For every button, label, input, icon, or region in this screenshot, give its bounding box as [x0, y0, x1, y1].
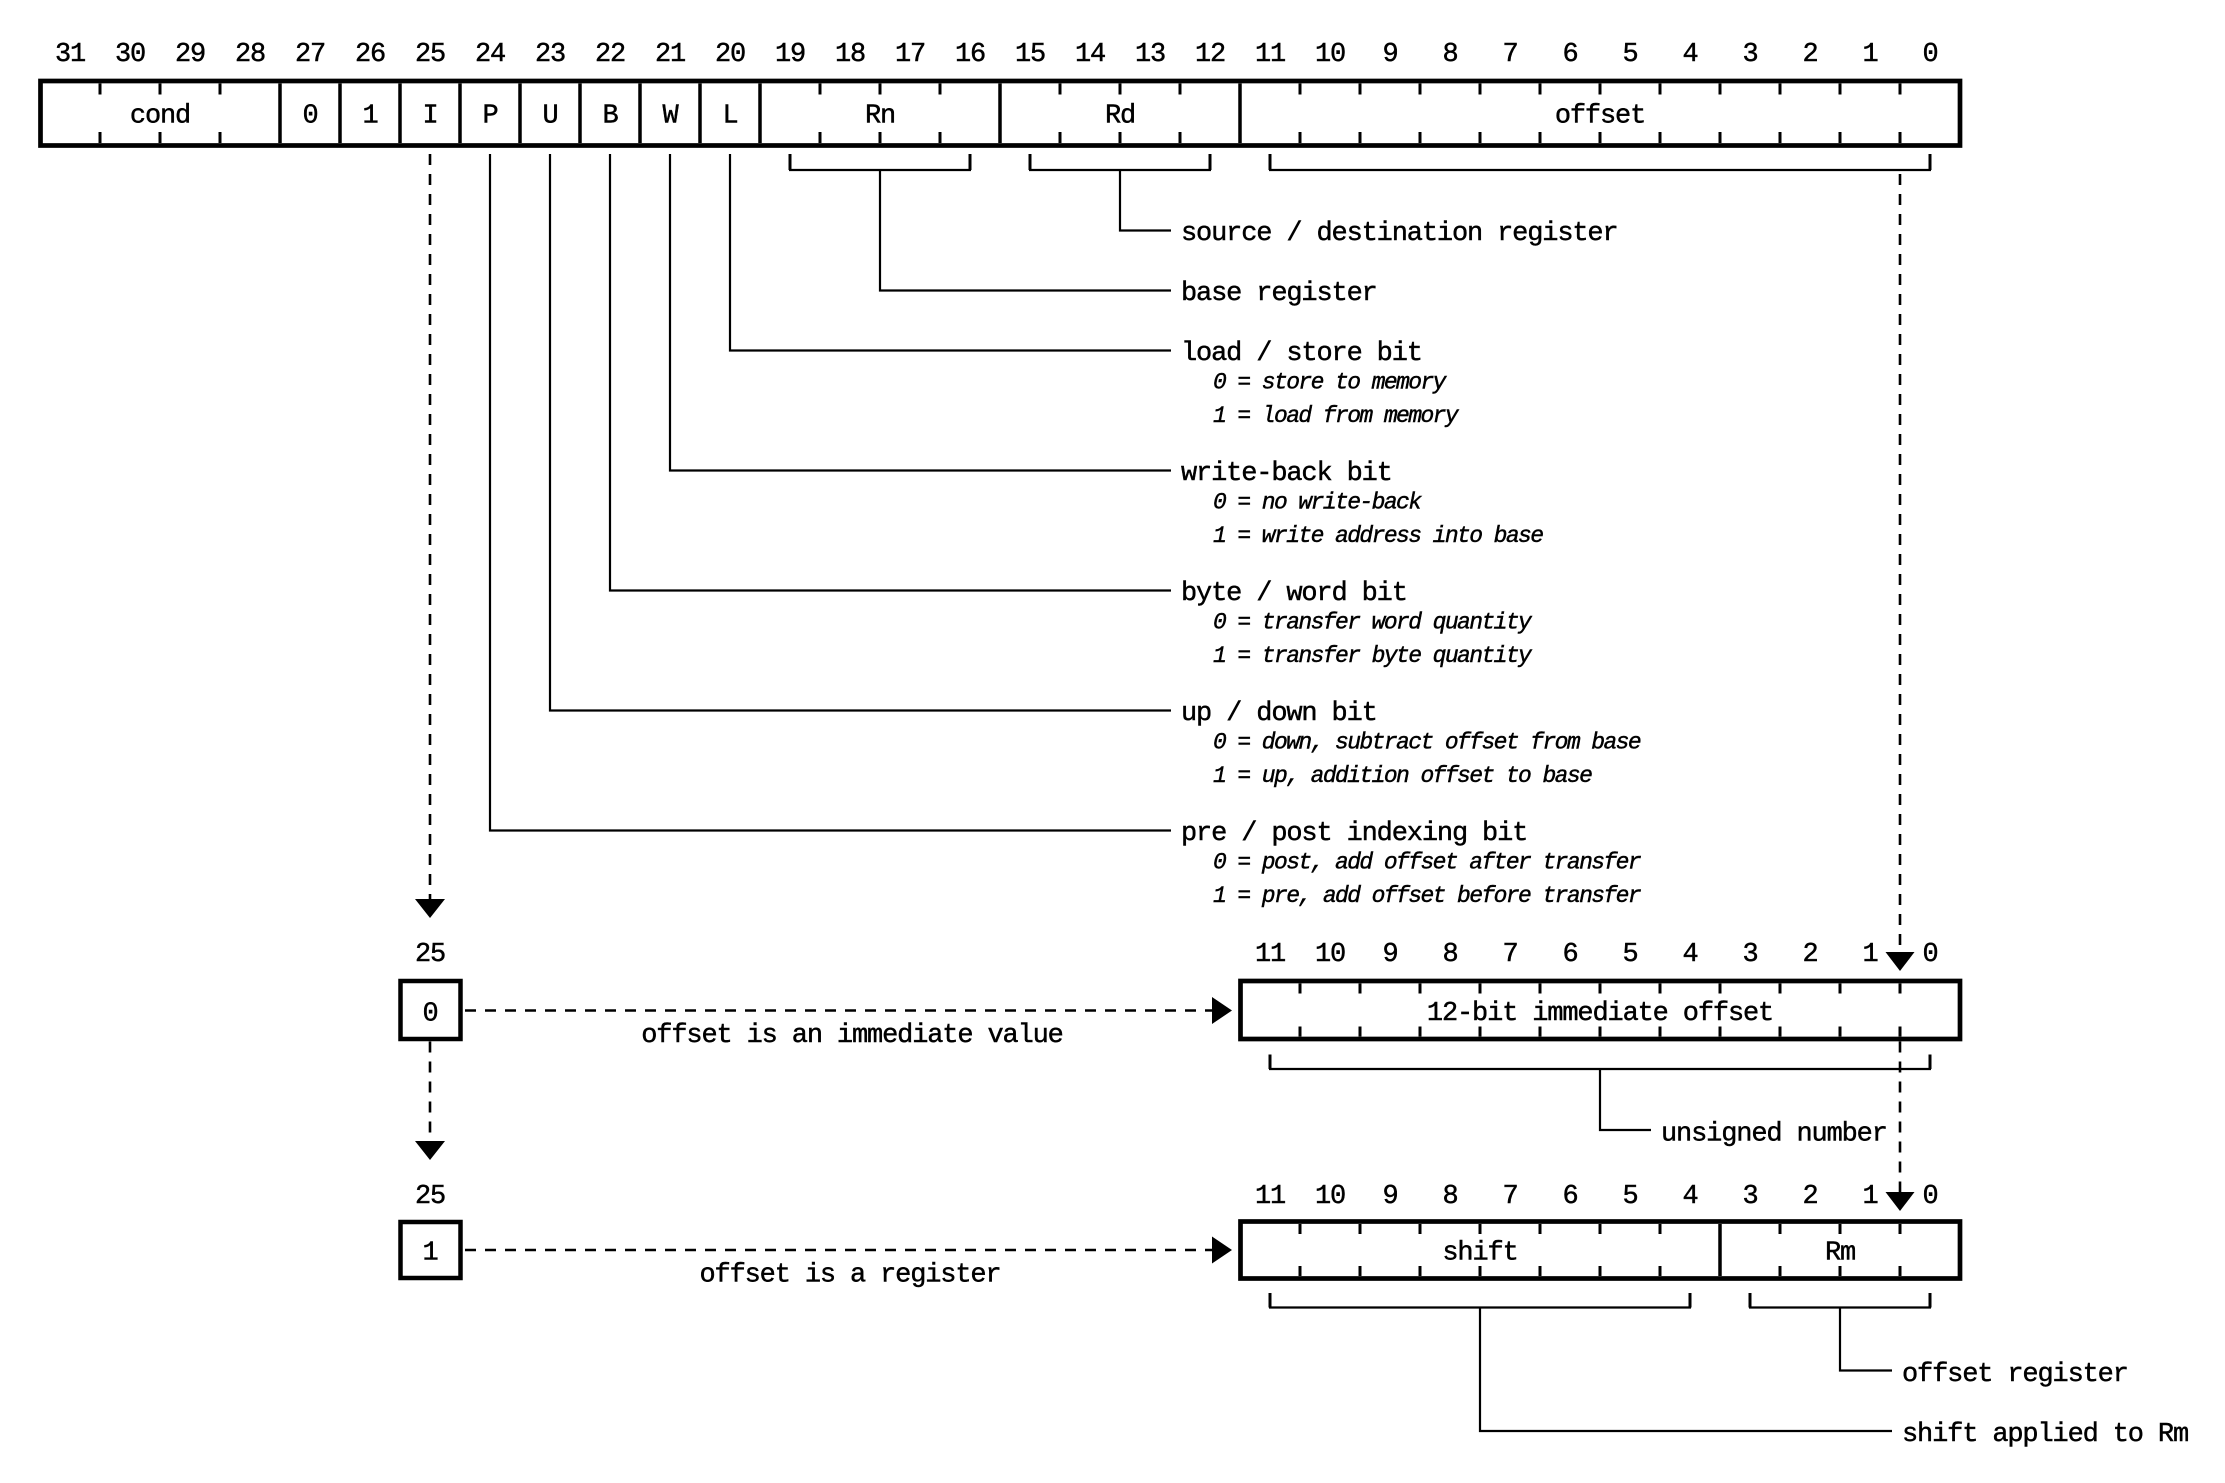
svg-text:1: 1: [1862, 940, 1877, 970]
svg-text:18: 18: [835, 40, 865, 70]
svg-text:28: 28: [235, 40, 265, 70]
svg-text:8: 8: [1442, 940, 1457, 970]
svg-text:1 = load from memory: 1 = load from memory: [1213, 403, 1460, 429]
svg-text:3: 3: [1742, 40, 1757, 70]
svg-text:W: W: [662, 102, 679, 132]
svg-text:16: 16: [955, 40, 985, 70]
svg-text:11: 11: [1255, 940, 1285, 970]
svg-text:up / down bit: up / down bit: [1181, 699, 1377, 729]
svg-text:Rn: Rn: [865, 102, 895, 132]
svg-text:2: 2: [1802, 40, 1817, 70]
svg-text:25: 25: [415, 40, 445, 70]
svg-text:3: 3: [1742, 940, 1757, 970]
svg-text:7: 7: [1502, 1182, 1517, 1212]
svg-text:offset is a register: offset is a register: [699, 1261, 1000, 1291]
svg-text:0 = down, subtract offset from: 0 = down, subtract offset from base: [1213, 730, 1641, 756]
svg-text:8: 8: [1442, 1182, 1457, 1212]
svg-text:0: 0: [1922, 940, 1937, 970]
svg-text:1 = transfer byte quantity: 1 = transfer byte quantity: [1213, 643, 1533, 669]
svg-text:9: 9: [1382, 1182, 1397, 1212]
svg-text:1 = up, addition offset to bas: 1 = up, addition offset to base: [1213, 763, 1592, 789]
svg-text:1 = pre, add offset before tra: 1 = pre, add offset before transfer: [1213, 883, 1641, 909]
svg-text:8: 8: [1442, 40, 1457, 70]
svg-text:15: 15: [1015, 40, 1045, 70]
svg-text:load / store bit: load / store bit: [1181, 339, 1422, 369]
svg-text:29: 29: [175, 40, 205, 70]
svg-text:0 = post, add offset after tra: 0 = post, add offset after transfer: [1213, 850, 1641, 876]
svg-text:Rd: Rd: [1105, 102, 1135, 132]
svg-text:byte / word bit: byte / word bit: [1181, 579, 1407, 609]
svg-text:B: B: [602, 102, 618, 132]
svg-text:7: 7: [1502, 940, 1517, 970]
svg-text:6: 6: [1562, 940, 1577, 970]
svg-text:pre / post indexing bit: pre / post indexing bit: [1181, 819, 1527, 849]
svg-text:27: 27: [295, 40, 325, 70]
svg-text:0: 0: [422, 1000, 437, 1030]
svg-text:4: 4: [1682, 940, 1697, 970]
svg-text:31: 31: [55, 40, 85, 70]
svg-text:22: 22: [595, 40, 625, 70]
svg-text:14: 14: [1075, 40, 1105, 70]
svg-text:20: 20: [715, 40, 745, 70]
svg-text:U: U: [542, 102, 557, 132]
svg-text:2: 2: [1802, 1182, 1817, 1212]
svg-text:offset: offset: [1555, 102, 1645, 132]
svg-text:P: P: [482, 102, 497, 132]
svg-text:25: 25: [415, 940, 445, 970]
svg-text:unsigned number: unsigned number: [1661, 1120, 1887, 1150]
svg-text:5: 5: [1622, 1182, 1637, 1212]
svg-text:0: 0: [1922, 40, 1937, 70]
svg-text:0 = store to memory: 0 = store to memory: [1213, 370, 1448, 396]
svg-text:4: 4: [1682, 40, 1697, 70]
svg-text:2: 2: [1802, 940, 1817, 970]
svg-text:9: 9: [1382, 40, 1397, 70]
svg-text:shift: shift: [1442, 1239, 1517, 1269]
svg-text:Rm: Rm: [1825, 1239, 1855, 1269]
svg-text:11: 11: [1255, 40, 1285, 70]
svg-text:6: 6: [1562, 1182, 1577, 1212]
svg-text:source / destination register: source / destination register: [1181, 219, 1618, 249]
svg-text:0 = no write-back: 0 = no write-back: [1213, 490, 1422, 516]
svg-text:1: 1: [362, 102, 377, 132]
svg-text:23: 23: [535, 40, 565, 70]
svg-text:5: 5: [1622, 940, 1637, 970]
svg-text:25: 25: [415, 1182, 445, 1212]
svg-text:1: 1: [1862, 40, 1877, 70]
svg-text:19: 19: [775, 40, 805, 70]
svg-text:3: 3: [1742, 1182, 1757, 1212]
svg-text:7: 7: [1502, 40, 1517, 70]
svg-text:17: 17: [895, 40, 925, 70]
svg-text:11: 11: [1255, 1182, 1285, 1212]
svg-text:24: 24: [475, 40, 505, 70]
svg-text:0: 0: [302, 102, 317, 132]
svg-text:0 = transfer word quantity: 0 = transfer word quantity: [1213, 610, 1533, 636]
svg-text:shift applied to Rm: shift applied to Rm: [1902, 1420, 2188, 1450]
svg-text:21: 21: [655, 40, 685, 70]
svg-text:10: 10: [1315, 1182, 1345, 1212]
svg-text:cond: cond: [130, 102, 190, 132]
svg-text:I: I: [422, 102, 437, 132]
svg-text:9: 9: [1382, 940, 1397, 970]
svg-text:offset register: offset register: [1902, 1360, 2128, 1390]
svg-text:5: 5: [1622, 40, 1637, 70]
svg-text:6: 6: [1562, 40, 1577, 70]
svg-text:1: 1: [422, 1239, 437, 1269]
svg-text:1 = write address into base: 1 = write address into base: [1213, 523, 1543, 549]
svg-text:12: 12: [1195, 40, 1225, 70]
svg-text:0: 0: [1922, 1182, 1937, 1212]
svg-text:L: L: [722, 102, 737, 132]
svg-text:30: 30: [115, 40, 145, 70]
svg-text:1: 1: [1862, 1182, 1877, 1212]
svg-text:offset is an immediate value: offset is an immediate value: [641, 1021, 1062, 1051]
svg-text:10: 10: [1315, 40, 1345, 70]
svg-text:4: 4: [1682, 1182, 1697, 1212]
svg-text:12-bit immediate offset: 12-bit immediate offset: [1427, 999, 1773, 1029]
svg-text:26: 26: [355, 40, 385, 70]
svg-text:base register: base register: [1181, 279, 1377, 309]
svg-text:13: 13: [1135, 40, 1165, 70]
svg-text:10: 10: [1315, 940, 1345, 970]
svg-text:write-back bit: write-back bit: [1181, 459, 1392, 489]
